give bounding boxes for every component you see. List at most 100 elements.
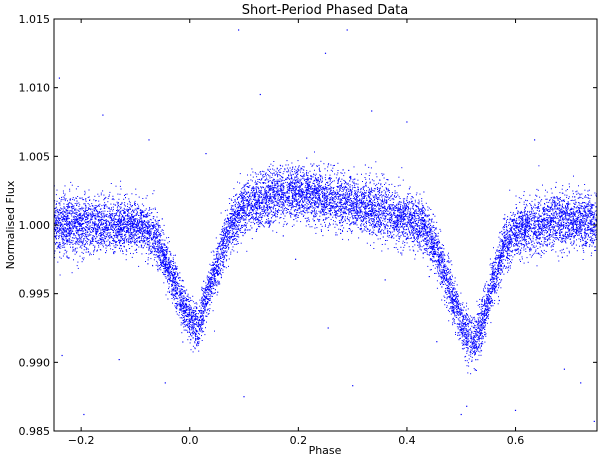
data-point: [365, 226, 367, 228]
data-point: [344, 211, 346, 213]
data-point: [354, 190, 355, 192]
data-point: [322, 206, 324, 208]
data-point: [76, 240, 78, 242]
data-point: [341, 209, 343, 211]
data-point: [85, 234, 87, 236]
data-point: [171, 286, 173, 287]
data-point: [400, 219, 402, 221]
data-point: [357, 197, 359, 198]
data-point: [109, 211, 111, 213]
data-point: [480, 354, 482, 356]
data-point: [389, 219, 391, 220]
data-point: [579, 230, 581, 232]
data-point: [396, 240, 398, 241]
data-point: [135, 188, 137, 190]
data-point: [258, 191, 260, 193]
data-point: [180, 292, 182, 294]
data-point: [172, 257, 174, 259]
data-point: [320, 175, 322, 177]
data-point: [564, 194, 566, 196]
data-point: [198, 337, 200, 339]
data-point: [391, 235, 393, 237]
data-point: [213, 288, 215, 289]
data-point: [580, 232, 582, 234]
data-point: [126, 227, 128, 229]
data-point: [316, 189, 318, 191]
data-point: [436, 246, 438, 248]
data-point: [498, 236, 500, 238]
data-point: [273, 172, 275, 174]
data-point: [511, 227, 513, 229]
data-point: [258, 216, 260, 218]
data-point: [581, 239, 583, 241]
data-point: [75, 242, 77, 244]
data-point: [569, 203, 571, 205]
data-point: [234, 206, 236, 208]
data-point: [493, 273, 495, 275]
data-point: [537, 253, 539, 255]
data-point: [565, 227, 567, 229]
data-point: [446, 301, 447, 303]
data-point: [101, 224, 103, 226]
data-point: [431, 227, 433, 229]
data-point: [56, 217, 58, 219]
data-point: [539, 234, 541, 236]
data-point: [375, 185, 377, 187]
data-point: [84, 229, 86, 231]
data-point: [225, 218, 226, 220]
data-point: [97, 231, 99, 232]
data-point: [213, 274, 215, 276]
data-point: [564, 241, 566, 242]
data-point: [312, 202, 314, 204]
data-point: [555, 222, 557, 224]
data-point: [379, 214, 381, 216]
data-point: [161, 246, 163, 247]
data-point: [270, 188, 272, 190]
data-point: [64, 219, 66, 221]
data-point: [408, 238, 410, 240]
data-point: [358, 237, 360, 239]
data-point: [521, 216, 522, 217]
data-point: [315, 210, 317, 212]
data-point: [376, 183, 378, 185]
data-point: [569, 229, 571, 231]
data-point: [186, 329, 188, 331]
data-point: [352, 215, 354, 216]
data-point: [436, 260, 438, 262]
data-point: [80, 225, 82, 226]
data-point: [535, 230, 537, 232]
data-point: [483, 315, 485, 317]
data-point: [341, 194, 343, 196]
data-point: [185, 298, 187, 299]
data-point: [434, 249, 436, 251]
data-point: [62, 216, 64, 218]
data-point: [472, 326, 474, 328]
data-point: [297, 199, 299, 200]
data-point: [509, 267, 511, 269]
data-point: [532, 236, 534, 238]
data-point: [313, 186, 315, 187]
data-point: [580, 221, 582, 223]
data-point: [391, 214, 393, 216]
data-point: [63, 192, 64, 194]
data-point: [338, 228, 340, 230]
data-point: [489, 278, 491, 280]
data-point: [452, 276, 453, 278]
data-point: [410, 237, 412, 239]
data-point: [363, 186, 365, 188]
data-point: [250, 190, 252, 191]
data-point: [586, 219, 588, 221]
data-point: [479, 330, 481, 332]
data-point: [77, 231, 79, 233]
data-point: [197, 335, 199, 337]
data-point: [272, 165, 274, 167]
data-point: [266, 190, 267, 192]
data-point: [451, 309, 453, 311]
data-point: [91, 210, 93, 212]
data-point: [511, 225, 513, 227]
data-point: [399, 209, 400, 211]
data-point: [543, 230, 545, 232]
data-point: [417, 208, 419, 210]
data-point: [308, 196, 310, 198]
data-point: [536, 265, 538, 267]
